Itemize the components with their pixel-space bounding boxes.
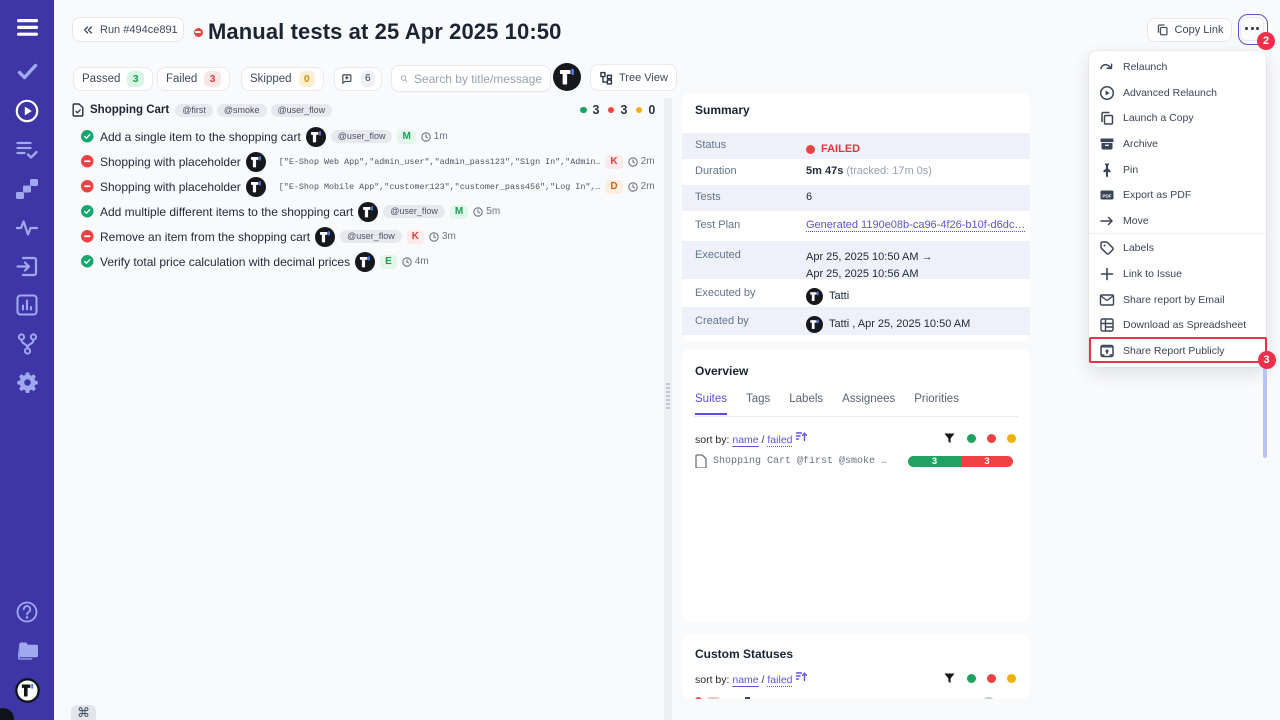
svg-text:PDF: PDF [1102,194,1111,199]
